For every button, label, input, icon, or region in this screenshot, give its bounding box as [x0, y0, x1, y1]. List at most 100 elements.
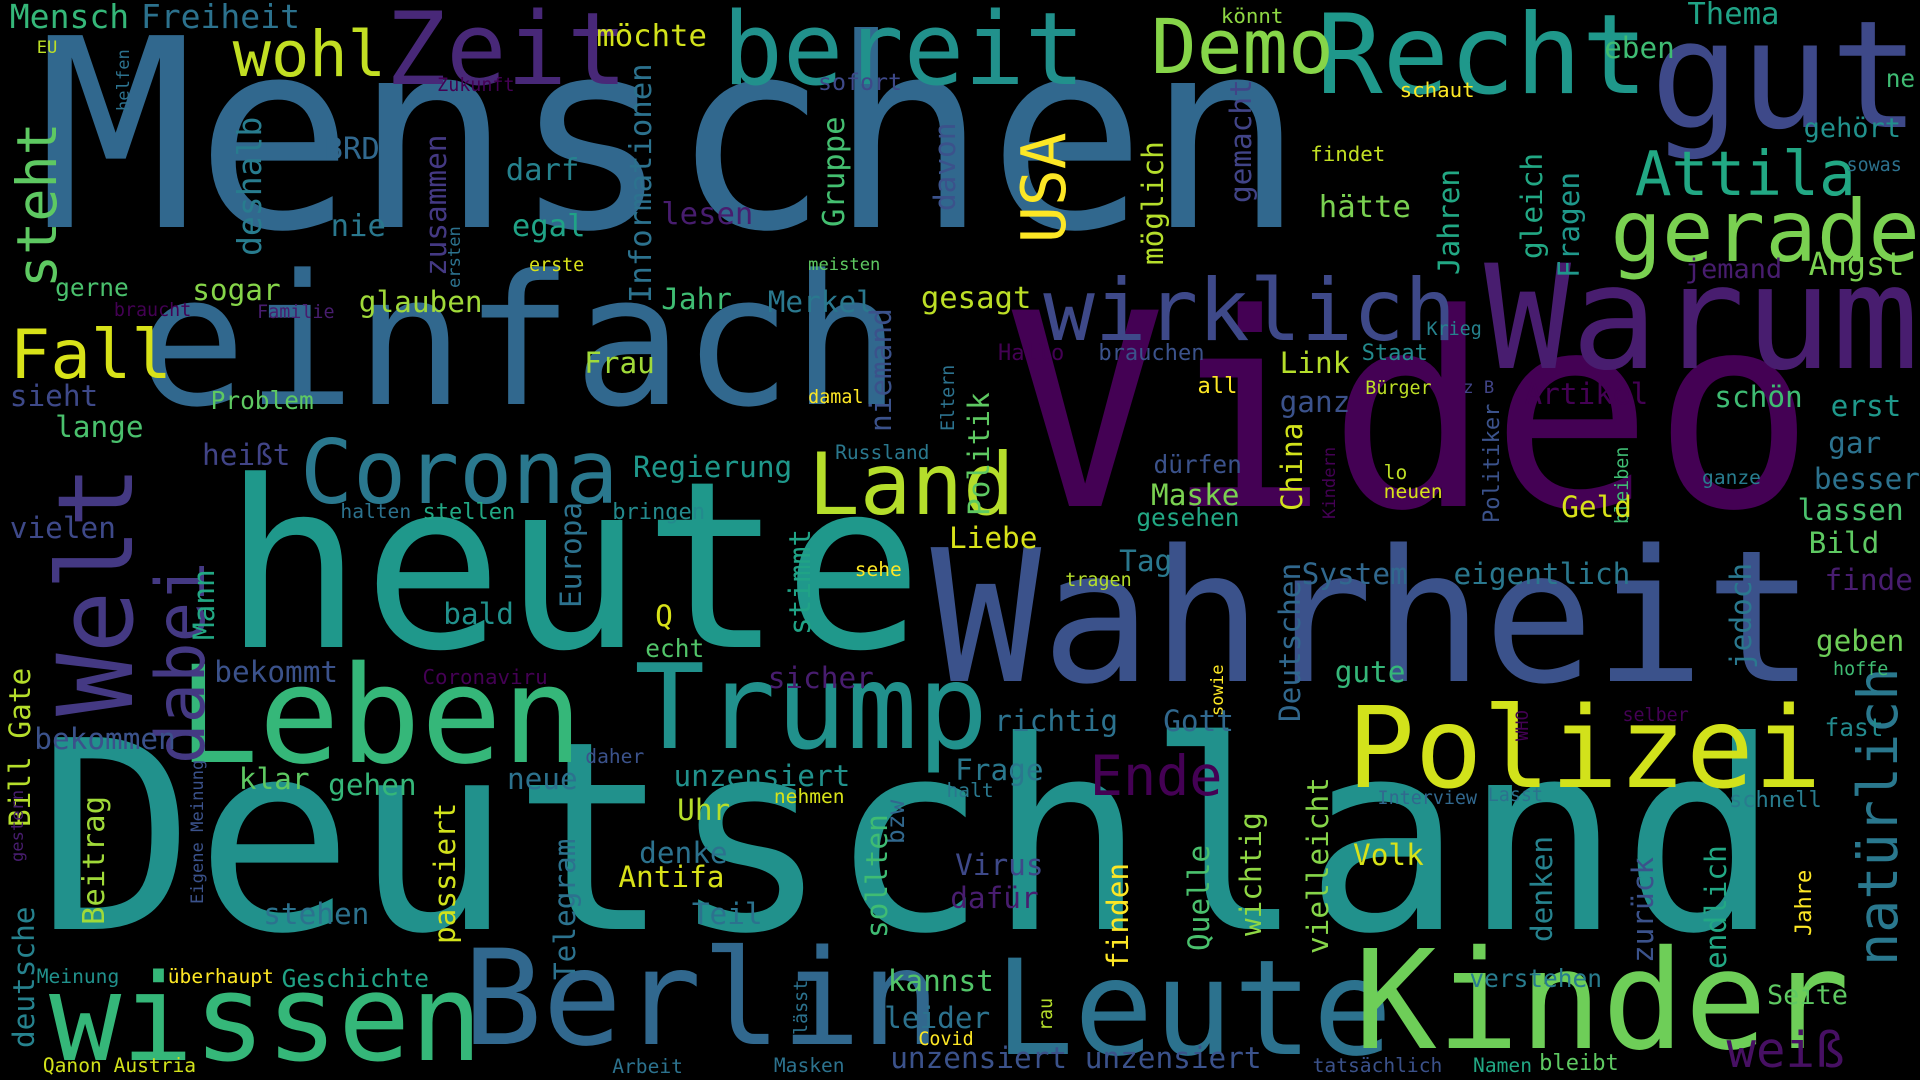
- cloud-word: könnt: [1220, 4, 1284, 29]
- cloud-word: Demo: [1151, 2, 1334, 91]
- cloud-word: vielen: [9, 511, 116, 546]
- cloud-word: Kindern: [1320, 446, 1341, 520]
- cloud-word: Deutschland: [36, 685, 1781, 992]
- cloud-word: passiert: [428, 802, 463, 944]
- cloud-word: BRD: [324, 131, 380, 167]
- cloud-word: Seite: [1766, 980, 1848, 1012]
- cloud-word: wissen: [48, 950, 483, 1080]
- cloud-word: Angst: [1808, 244, 1905, 283]
- cloud-word: glauben: [358, 284, 483, 319]
- cloud-word: dürfen: [1153, 450, 1242, 480]
- cloud-word: Fragen: [1552, 171, 1587, 278]
- cloud-word: ganz: [1279, 385, 1351, 420]
- cloud-word: Coronaviru: [422, 665, 548, 690]
- cloud-word: denke: [639, 835, 728, 870]
- cloud-word: geben: [1815, 623, 1905, 658]
- cloud-word: bekommen: [34, 721, 176, 756]
- cloud-word: Jahren: [1432, 168, 1467, 276]
- cloud-word: Video: [1004, 256, 1815, 571]
- cloud-word: neuen: [1383, 480, 1443, 504]
- cloud-word: braucht: [113, 300, 192, 322]
- cloud-word: Eigene Meinung: [187, 759, 208, 904]
- cloud-word: Familie: [257, 301, 335, 323]
- cloud-word: gehört: [1803, 113, 1901, 145]
- cloud-word: Bürger: [1365, 377, 1432, 399]
- cloud-word: stimmt: [783, 528, 818, 636]
- cloud-word: gestern: [7, 789, 28, 862]
- cloud-word: besser: [1813, 462, 1920, 497]
- cloud-word: bleibt: [1539, 1051, 1619, 1077]
- cloud-word: Meinung: [36, 965, 120, 989]
- cloud-word: brauchen: [1098, 340, 1205, 366]
- cloud-word: Trump: [634, 638, 989, 776]
- cloud-word: klar: [238, 762, 310, 797]
- cloud-word: Land: [808, 435, 1015, 536]
- cloud-word: Russland: [835, 441, 930, 465]
- cloud-word: sicher: [767, 660, 874, 695]
- cloud-word: zurück: [1625, 857, 1660, 964]
- cloud-word: Maske: [1151, 478, 1240, 513]
- cloud-word: Geld: [1561, 490, 1632, 525]
- cloud-word: Krieg: [1426, 318, 1482, 340]
- cloud-word: Beitrag: [76, 795, 112, 925]
- cloud-word: ne: [1885, 64, 1916, 94]
- cloud-word: steht: [4, 122, 69, 289]
- cloud-word: Berlin: [462, 922, 941, 1077]
- cloud-word: Quelle: [1182, 844, 1217, 952]
- cloud-word: gar: [1828, 425, 1882, 460]
- cloud-word: tragen: [1065, 569, 1132, 591]
- cloud-word: erst: [1830, 388, 1902, 423]
- cloud-word: Staat: [1361, 340, 1428, 366]
- cloud-word: z B: [1463, 377, 1495, 398]
- cloud-word: Masken: [773, 1053, 845, 1077]
- cloud-word: hätte: [1318, 190, 1411, 226]
- cloud-word: Volk: [1353, 838, 1424, 873]
- cloud-word: möglich: [1135, 140, 1170, 265]
- cloud-word: Europa: [554, 502, 589, 609]
- cloud-word: gesehen: [1136, 502, 1240, 532]
- cloud-word: richtig: [994, 703, 1119, 738]
- cloud-word: jemand: [1684, 254, 1783, 286]
- cloud-word: WHO: [1512, 710, 1533, 742]
- cloud-word: China: [1275, 422, 1310, 511]
- cloud-word: heute: [222, 430, 924, 702]
- cloud-word: lässt: [791, 979, 813, 1035]
- cloud-word: hoffe: [1833, 659, 1889, 681]
- cloud-word: lassen: [1797, 492, 1904, 527]
- cloud-word: dafür: [950, 881, 1039, 916]
- cloud-word: wichtig: [1233, 811, 1268, 936]
- cloud-word: wohl: [232, 18, 386, 93]
- cloud-word: gerade: [1610, 181, 1920, 282]
- cloud-word: wirklich: [1043, 261, 1457, 362]
- cloud-word: Kinder: [1354, 922, 1850, 1080]
- cloud-word: Qanon Austria: [42, 1053, 197, 1077]
- cloud-word: lesen: [661, 196, 754, 232]
- cloud-word: damal: [808, 387, 864, 409]
- cloud-word: unzensiert: [673, 758, 851, 793]
- cloud-word: Mann: [186, 569, 221, 641]
- cloud-word: tatsächlich: [1312, 1053, 1443, 1077]
- cloud-word: bekommt: [214, 654, 339, 689]
- cloud-word: denken: [1525, 836, 1560, 943]
- cloud-word: Politik: [961, 391, 996, 516]
- cloud-word: sowas: [1846, 154, 1902, 176]
- cloud-word: lo: [1383, 460, 1408, 484]
- cloud-word: findet: [1310, 142, 1386, 167]
- cloud-word: Freiheit: [140, 0, 300, 36]
- cloud-word: natürlich: [1846, 667, 1911, 966]
- cloud-word: ersten: [444, 226, 465, 289]
- cloud-word: unzensiert unzensiert: [890, 1041, 1262, 1076]
- cloud-word: gerne: [55, 272, 129, 302]
- cloud-word: Polizei: [1346, 681, 1822, 814]
- cloud-word: bereit: [722, 0, 1086, 108]
- cloud-word: Gruppe: [817, 116, 853, 227]
- cloud-word: stehen: [263, 897, 370, 931]
- cloud-word: egal: [511, 208, 586, 244]
- cloud-word: helfen: [114, 48, 135, 111]
- cloud-word: daher: [585, 744, 645, 768]
- cloud-word: finde: [1824, 562, 1913, 597]
- cloud-word: Warum: [1484, 235, 1919, 404]
- cloud-word: Problem: [210, 386, 314, 416]
- cloud-word: weiß: [1726, 1022, 1845, 1080]
